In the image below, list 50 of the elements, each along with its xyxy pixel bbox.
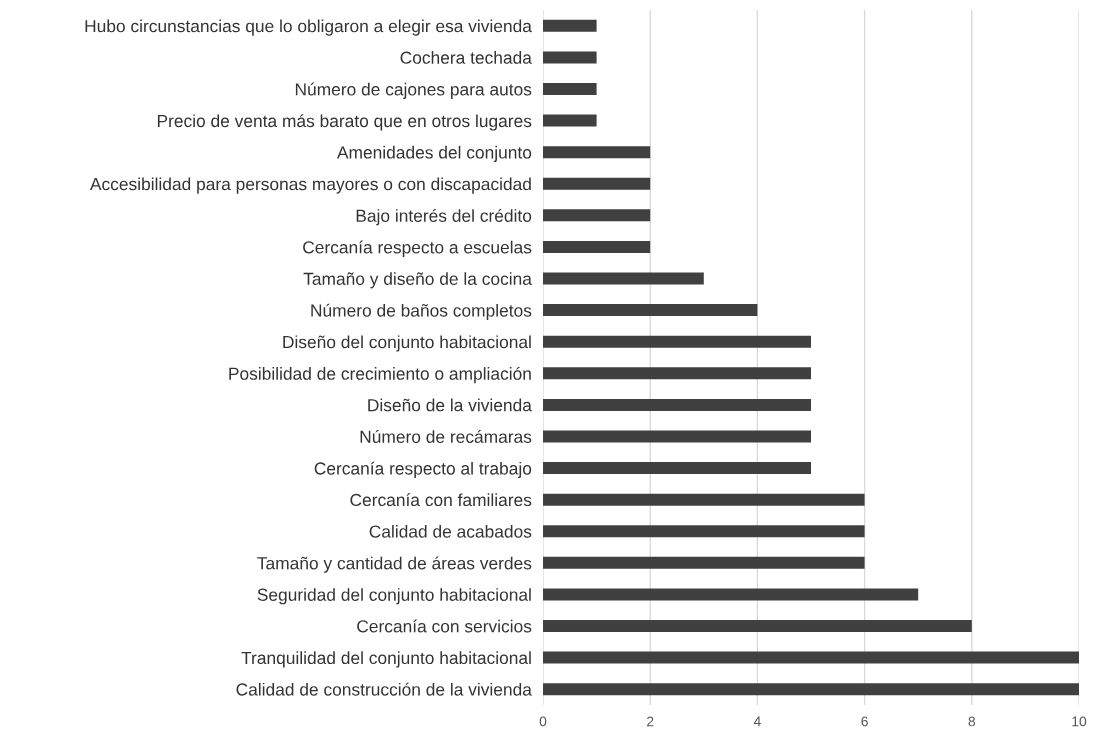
y-tick-label: Precio de venta más barato que en otros lugares: [157, 114, 532, 131]
bar: [543, 19, 597, 32]
bar: [543, 177, 651, 190]
y-tick-label: Tranquilidad del conjunto habitacional: [241, 651, 531, 668]
bar: [543, 209, 651, 222]
x-tick-label: 2: [647, 716, 654, 727]
y-tick-label: Posibilidad de crecimiento o ampliación: [229, 366, 531, 384]
bar: [543, 651, 1079, 664]
y-tick-label: Cercanía con familiares: [350, 493, 532, 507]
y-tick-label: Cercanía con servicios: [357, 619, 532, 633]
bar: [543, 304, 758, 317]
bar: [543, 240, 651, 253]
bar: [543, 398, 811, 411]
y-tick-label: Cercanía respecto al trabajo: [314, 461, 532, 479]
y-tick-label: Tamaño y cantidad de áreas verdes: [257, 556, 532, 573]
y-tick-label: Número de recámaras: [360, 429, 532, 443]
y-tick-label: Hubo circunstancias que lo obligaron a elegir esa vivienda: [85, 19, 532, 36]
x-tick-label: 6: [861, 716, 868, 727]
bar: [543, 367, 811, 380]
y-tick-label: Calidad de acabados: [369, 524, 532, 538]
y-tick-label: Calidad de construcción de la vivienda: [236, 682, 532, 696]
bar: [543, 683, 1079, 696]
bar: [543, 430, 811, 443]
bar: [543, 335, 811, 348]
y-tick-label: Amenidades del conjunto: [336, 145, 532, 163]
y-tick-label: Cochera techada: [400, 51, 532, 64]
y-tick-label: Accesibilidad para personas mayores o con discapacidad: [89, 177, 531, 194]
y-tick-label: Número de cajones para autos: [295, 82, 532, 99]
bar: [543, 493, 865, 506]
y-tick-label: Tamaño y diseño de la cocina: [303, 272, 532, 289]
y-tick-label: Diseño del conjunto habitacional: [283, 335, 531, 352]
x-tick-label: 4: [753, 716, 761, 727]
y-tick-label: Cercanía respecto a escuelas: [303, 240, 532, 257]
y-tick-label: Número de baños completos: [311, 303, 532, 321]
bar: [543, 146, 651, 159]
x-tick-label: 0: [539, 716, 547, 727]
x-tick-label: 8: [968, 716, 976, 727]
y-tick-label: Bajo interés del crédito: [356, 208, 532, 226]
bar: [543, 462, 811, 475]
bar: [543, 114, 597, 127]
x-tick-label: 10: [1072, 716, 1087, 727]
bar: [543, 525, 865, 538]
bar: [543, 272, 704, 285]
y-tick-label: Seguridad del conjunto habitacional: [257, 588, 531, 605]
bar: [543, 51, 597, 64]
bar: [543, 620, 972, 633]
y-tick-label: Diseño de la vivienda: [368, 398, 532, 412]
bar: [543, 82, 597, 95]
bar: [543, 556, 865, 569]
bar: [543, 588, 919, 601]
